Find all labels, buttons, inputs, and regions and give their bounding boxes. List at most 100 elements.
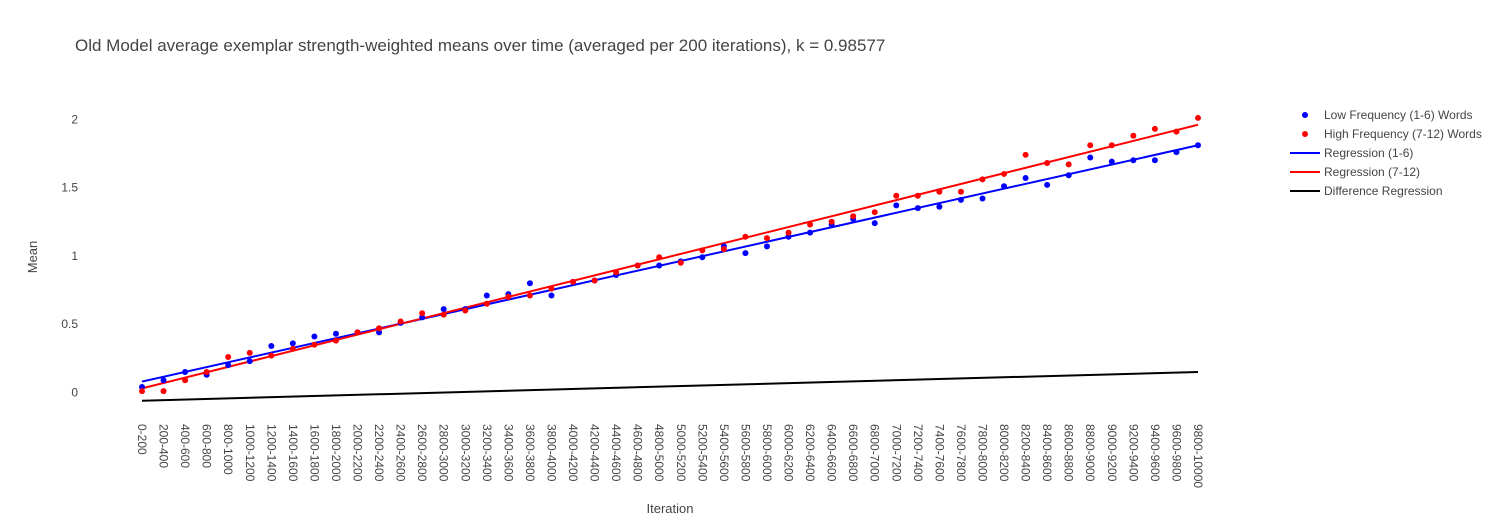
data-point <box>893 202 900 209</box>
data-point <box>914 205 921 212</box>
data-point <box>182 377 189 384</box>
data-point <box>785 229 792 236</box>
x-tick-label: 800-1000 <box>221 424 235 475</box>
legend-label[interactable]: Regression (1-6) <box>1324 146 1413 160</box>
data-point <box>268 352 275 359</box>
data-point <box>203 369 210 376</box>
x-tick-label: 8800-9000 <box>1083 424 1097 482</box>
x-tick-label: 5000-5200 <box>674 424 688 482</box>
data-point <box>677 259 684 266</box>
x-tick-label: 2200-2400 <box>372 424 386 482</box>
regression-line <box>141 371 1199 402</box>
data-point <box>1001 183 1008 190</box>
x-tick-label: 1400-1600 <box>286 424 300 482</box>
x-tick-label: 3800-4000 <box>544 424 558 482</box>
x-tick-label: 7000-7200 <box>889 424 903 482</box>
x-tick-label: 400-600 <box>178 424 192 468</box>
legend[interactable]: Low Frequency (1-6) Words High Frequency … <box>1290 108 1482 198</box>
data-point <box>289 345 296 352</box>
data-point <box>440 311 447 318</box>
x-tick-label: 6000-6200 <box>782 424 796 482</box>
x-tick-label: 9600-9800 <box>1169 424 1183 482</box>
data-point <box>742 250 749 257</box>
data-point <box>1087 142 1094 149</box>
data-point <box>957 196 964 203</box>
data-point <box>160 388 167 395</box>
regression-lines <box>141 123 1199 402</box>
data-point <box>332 330 339 337</box>
data-point <box>376 325 383 332</box>
data-point <box>483 292 490 299</box>
x-tick-label: 8000-8200 <box>997 424 1011 482</box>
x-tick-label: 3200-3400 <box>480 424 494 482</box>
y-tick-label: 2 <box>71 112 78 126</box>
data-point <box>332 337 339 344</box>
y-axis-title: Mean <box>25 241 40 274</box>
data-point <box>1195 114 1201 121</box>
x-tick-label: 5600-5800 <box>738 424 752 482</box>
data-point <box>1065 161 1072 168</box>
x-tick-label: 6400-6600 <box>825 424 839 482</box>
x-tick-label: 9000-9200 <box>1105 424 1119 482</box>
data-point <box>182 369 189 376</box>
data-point <box>526 292 533 299</box>
x-tick-label: 9800-10000 <box>1191 424 1205 488</box>
data-point <box>893 192 900 199</box>
x-tick-label: 8600-8800 <box>1062 424 1076 482</box>
legend-marker[interactable] <box>1302 112 1308 118</box>
x-tick-label: 4800-5000 <box>652 424 666 482</box>
data-point <box>1173 149 1180 156</box>
x-tick-label: 4600-4800 <box>631 424 645 482</box>
x-tick-label: 6800-7000 <box>868 424 882 482</box>
data-point <box>1130 132 1137 139</box>
data-point <box>591 277 598 284</box>
data-point <box>1087 154 1094 161</box>
data-point <box>936 203 943 210</box>
x-tick-label: 200-400 <box>157 424 171 468</box>
data-point <box>246 358 253 365</box>
x-tick-label: 7600-7800 <box>954 424 968 482</box>
x-tick-label: 5800-6000 <box>760 424 774 482</box>
x-tick-label: 3600-3800 <box>523 424 537 482</box>
data-point <box>656 254 663 261</box>
data-point <box>526 280 533 287</box>
data-point <box>807 229 814 236</box>
data-point <box>1108 142 1115 149</box>
legend-marker[interactable] <box>1302 131 1308 137</box>
x-tick-label: 4200-4400 <box>588 424 602 482</box>
data-point <box>914 192 921 199</box>
data-point <box>225 353 232 360</box>
x-tick-label: 600-800 <box>200 424 214 468</box>
x-axis-title: Iteration <box>647 501 694 516</box>
data-point <box>871 220 878 227</box>
x-tick-label: 5400-5600 <box>717 424 731 482</box>
data-point <box>160 377 167 384</box>
x-tick-label: 6600-6800 <box>846 424 860 482</box>
data-point <box>656 262 663 269</box>
data-point <box>483 300 490 307</box>
y-tick-label: 0 <box>71 386 78 400</box>
legend-label[interactable]: Difference Regression <box>1324 184 1443 198</box>
legend-label[interactable]: High Frequency (7-12) Words <box>1324 127 1482 141</box>
data-point <box>548 292 555 299</box>
data-point <box>1022 175 1029 182</box>
x-tick-label: 1200-1400 <box>264 424 278 482</box>
data-point <box>1108 158 1115 165</box>
x-tick-label: 8200-8400 <box>1019 424 1033 482</box>
data-point <box>763 235 770 242</box>
data-point <box>1044 160 1051 167</box>
data-point <box>246 349 253 356</box>
legend-label[interactable]: Regression (7-12) <box>1324 165 1420 179</box>
x-tick-label: 6200-6400 <box>803 424 817 482</box>
data-point <box>742 233 749 240</box>
data-point <box>720 246 727 253</box>
legend-label[interactable]: Low Frequency (1-6) Words <box>1324 108 1473 122</box>
data-point <box>1022 151 1029 158</box>
data-point <box>1151 157 1158 164</box>
data-point <box>505 293 512 300</box>
y-tick-label: 0.5 <box>61 317 78 331</box>
data-point <box>462 307 469 314</box>
data-point <box>1195 142 1201 149</box>
data-point <box>311 341 318 348</box>
